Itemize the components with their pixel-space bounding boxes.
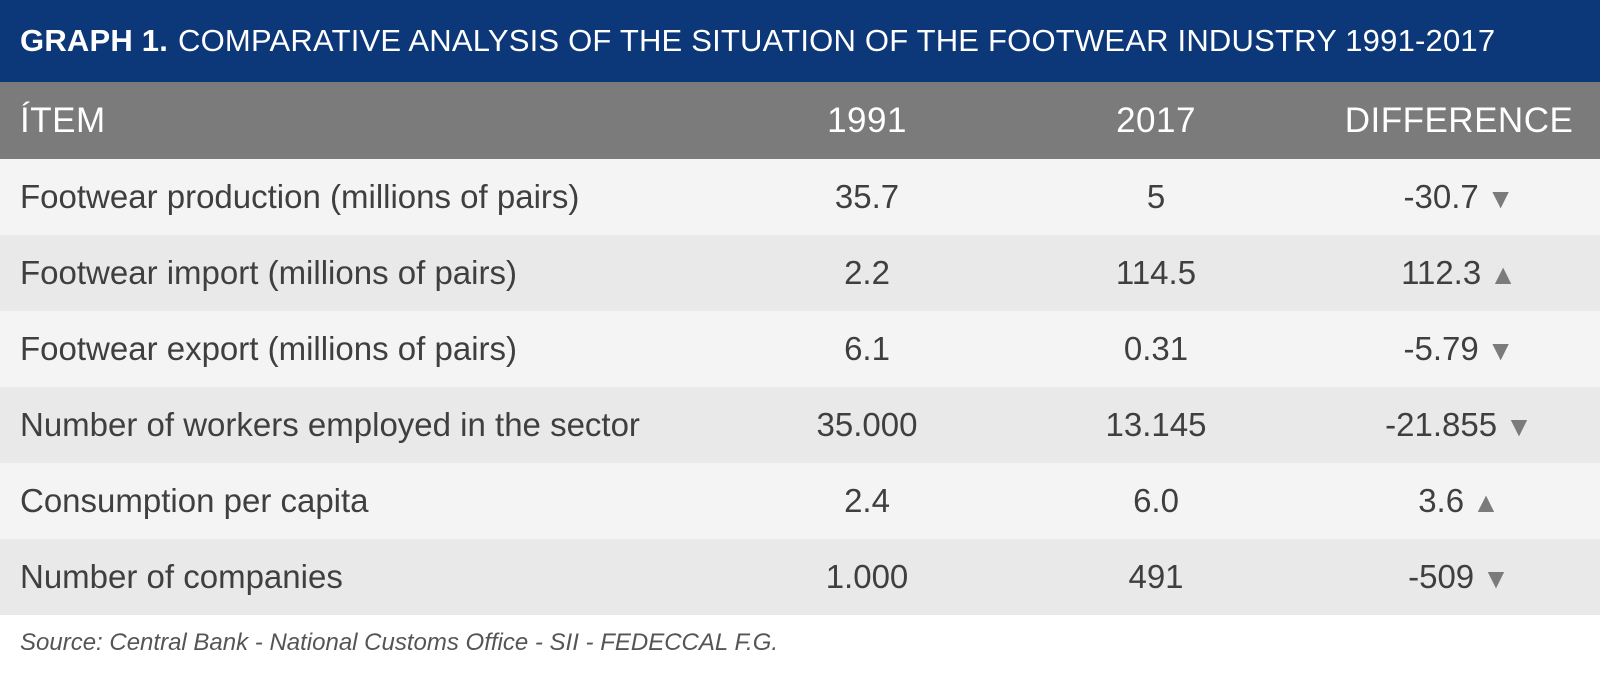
difference-value: -21.855 bbox=[1385, 406, 1498, 443]
table-row: Footwear production (millions of pairs) … bbox=[0, 159, 1600, 235]
value-2017-cell: 6.0 bbox=[1133, 482, 1179, 519]
title-bar: GRAPH 1. COMPARATIVE ANALYSIS OF THE SIT… bbox=[0, 0, 1600, 82]
table-row: Number of companies 1.000 491 -509 ▼ bbox=[0, 539, 1600, 615]
value-2017-cell: 491 bbox=[1128, 558, 1184, 595]
value-1991-cell: 2.4 bbox=[844, 482, 890, 519]
column-header-2017: 2017 bbox=[1116, 100, 1196, 140]
difference-value: -509 bbox=[1408, 558, 1475, 595]
difference-cell: -21.855 ▼ bbox=[1318, 387, 1600, 463]
value-2017-cell: 114.5 bbox=[1115, 254, 1197, 291]
table-row: Footwear import (millions of pairs) 2.2 … bbox=[0, 235, 1600, 311]
difference-cell: 112.3 ▲ bbox=[1318, 235, 1600, 311]
triangle-down-icon: ▼ bbox=[1505, 411, 1533, 442]
difference-cell: 3.6 ▲ bbox=[1318, 463, 1600, 539]
triangle-up-icon: ▲ bbox=[1472, 487, 1500, 518]
value-2017-cell: 13.145 bbox=[1105, 406, 1207, 443]
item-cell: Number of companies bbox=[20, 558, 343, 595]
column-header-difference: DIFFERENCE bbox=[1344, 100, 1574, 140]
table-row: Consumption per capita 2.4 6.0 3.6 ▲ bbox=[0, 463, 1600, 539]
item-cell: Footwear import (millions of pairs) bbox=[20, 254, 517, 291]
value-2017-cell: 5 bbox=[1146, 178, 1166, 215]
column-header-1991: 1991 bbox=[827, 100, 907, 140]
triangle-down-icon: ▼ bbox=[1486, 335, 1515, 366]
item-cell: Number of workers employed in the sector bbox=[20, 406, 640, 443]
table-header-row: ÍTEM 1991 2017 DIFFERENCE bbox=[0, 82, 1600, 159]
difference-value: 112.3 bbox=[1401, 254, 1482, 291]
page-title: COMPARATIVE ANALYSIS OF THE SITUATION OF… bbox=[178, 23, 1496, 58]
item-cell: Footwear production (millions of pairs) bbox=[20, 178, 580, 215]
value-1991-cell: 35.000 bbox=[816, 406, 918, 443]
value-1991-cell: 2.2 bbox=[844, 254, 890, 291]
source-note: Source: Central Bank - National Customs … bbox=[20, 629, 779, 656]
difference-value: 3.6 bbox=[1418, 482, 1465, 519]
value-2017-cell: 0.31 bbox=[1123, 330, 1189, 367]
column-header-item: ÍTEM bbox=[20, 100, 106, 140]
table-row: Footwear export (millions of pairs) 6.1 … bbox=[0, 311, 1600, 387]
difference-value: -30.7 bbox=[1403, 178, 1479, 215]
difference-value: -5.79 bbox=[1403, 330, 1479, 367]
value-1991-cell: 6.1 bbox=[844, 330, 890, 367]
value-1991-cell: 1.000 bbox=[825, 558, 909, 595]
comparison-table: ÍTEM 1991 2017 DIFFERENCE Footwear produ… bbox=[0, 82, 1600, 615]
difference-cell: -509 ▼ bbox=[1318, 539, 1600, 615]
difference-cell: -30.7 ▼ bbox=[1318, 159, 1600, 235]
item-cell: Consumption per capita bbox=[20, 482, 369, 519]
difference-cell: -5.79 ▼ bbox=[1318, 311, 1600, 387]
triangle-down-icon: ▼ bbox=[1486, 183, 1515, 214]
item-cell: Footwear export (millions of pairs) bbox=[20, 330, 517, 367]
triangle-up-icon: ▲ bbox=[1489, 259, 1517, 290]
value-1991-cell: 35.7 bbox=[834, 178, 900, 215]
table-row: Number of workers employed in the sector… bbox=[0, 387, 1600, 463]
triangle-down-icon: ▼ bbox=[1482, 563, 1510, 594]
graph-number: GRAPH 1. bbox=[20, 23, 169, 58]
